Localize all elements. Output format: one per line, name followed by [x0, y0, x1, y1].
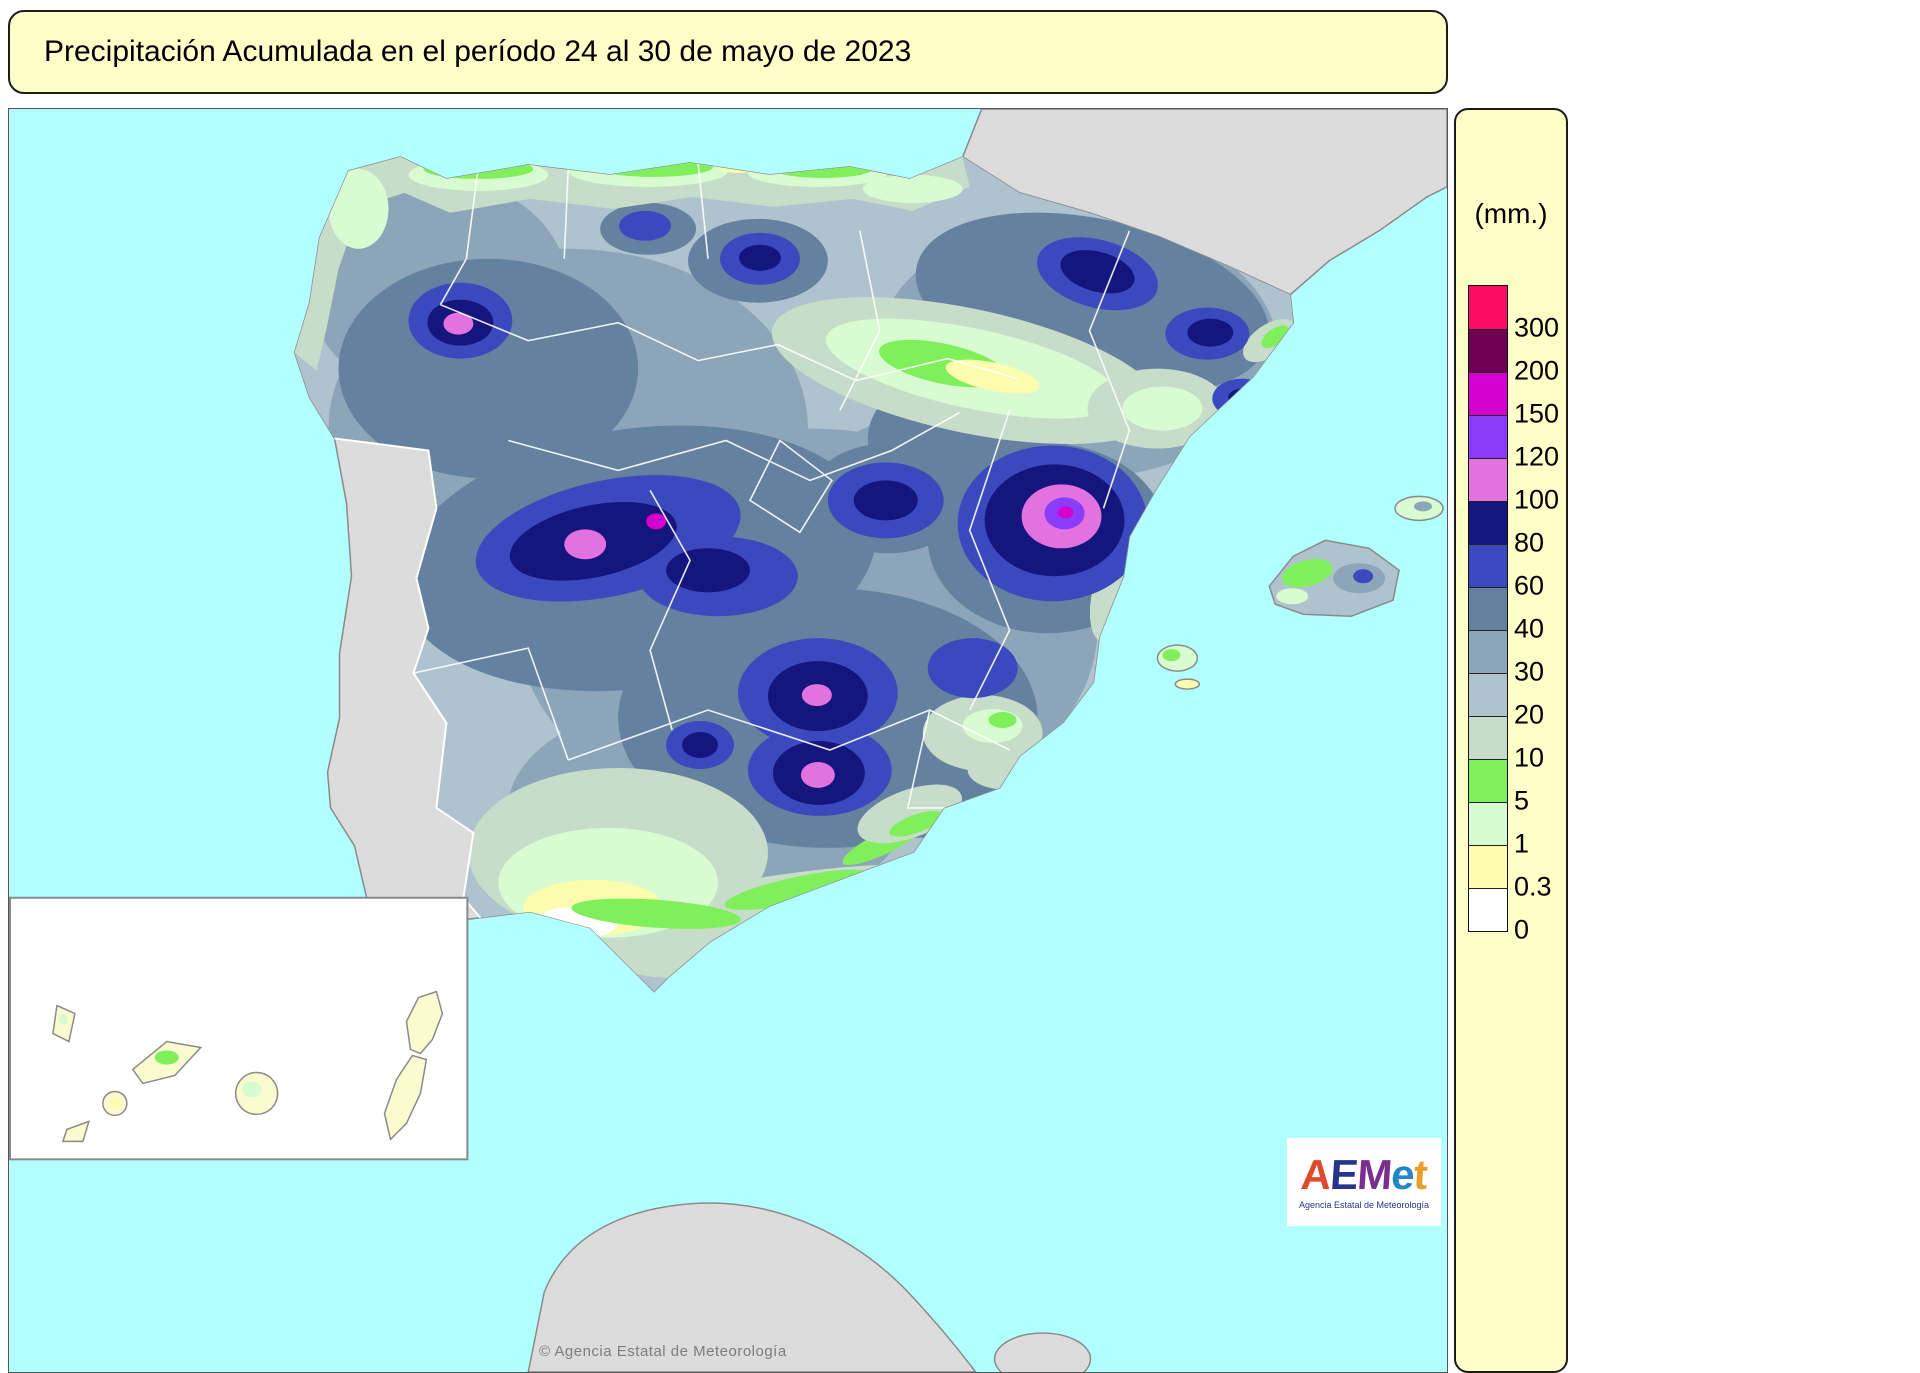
legend-swatch	[1469, 630, 1507, 673]
legend-value-label: 200	[1514, 355, 1560, 386]
spain-portugal-border	[334, 437, 482, 919]
aemet-logo: AEMet Agencia Estatal de Meteorología	[1287, 1138, 1441, 1226]
legend-swatch	[1469, 286, 1507, 329]
map-title: Precipitación Acumulada en el período 24…	[44, 35, 912, 68]
legend-panel: (mm.) 300 200 150 120 100 80 60 40 30 20 10 5 1 0.3 0	[1454, 108, 1568, 1373]
legend-swatch	[1469, 802, 1507, 845]
province-borders	[413, 162, 1131, 809]
legend-colorbar	[1468, 285, 1508, 932]
legend-value-label: 300	[1514, 312, 1560, 343]
north-africa-coast	[527, 1202, 1092, 1372]
legend-swatch	[1469, 587, 1507, 630]
legend-value-label: 0	[1514, 914, 1530, 945]
legend-swatch	[1469, 673, 1507, 716]
legend-value-label: 150	[1514, 398, 1560, 429]
logo-letter: A	[1299, 1151, 1333, 1198]
copyright-notice: © Agencia Estatal de Meteorología	[539, 1343, 787, 1360]
legend-value-label: 100	[1514, 484, 1560, 515]
legend-value-label: 80	[1514, 527, 1545, 558]
legend-swatch	[1469, 329, 1507, 372]
legend-value-label: 20	[1514, 699, 1545, 730]
legend-swatch	[1469, 716, 1507, 759]
legend-swatch	[1469, 372, 1507, 415]
legend-value-label: 0.3	[1514, 871, 1552, 902]
legend-value-label: 5	[1514, 785, 1530, 816]
canary-islands-inset	[9, 896, 469, 1161]
legend-value-label: 40	[1514, 613, 1545, 644]
legend-value-label: 1	[1514, 828, 1530, 859]
legend-swatch	[1469, 458, 1507, 501]
aemet-logo-text: AEMet	[1299, 1151, 1429, 1198]
legend-swatch	[1469, 501, 1507, 544]
legend-unit-label: (mm.)	[1474, 198, 1548, 229]
legend-labels: 300 200 150 120 100 80 60 40 30 20 10 5 1 0.3 0	[1514, 285, 1566, 945]
aemet-logo-subtitle: Agencia Estatal de Meteorología	[1298, 1200, 1430, 1210]
title-bar: Precipitación Acumulada en el período 24…	[8, 10, 1448, 94]
legend-swatch	[1469, 759, 1507, 802]
legend-value-label: 30	[1514, 656, 1545, 687]
legend-swatch	[1469, 544, 1507, 587]
logo-letter: t	[1412, 1151, 1429, 1198]
legend-value-label: 60	[1514, 570, 1545, 601]
balearic-islands	[1156, 495, 1444, 690]
logo-letter: E	[1328, 1151, 1360, 1198]
legend-swatch	[1469, 888, 1507, 931]
precipitation-map-svg	[9, 109, 1447, 1372]
legend-value-label: 120	[1514, 441, 1560, 472]
map-area: © Agencia Estatal de Meteorología AEMet …	[8, 108, 1448, 1373]
logo-letter: M	[1355, 1151, 1394, 1198]
legend-value-label: 10	[1514, 742, 1545, 773]
legend-swatch	[1469, 415, 1507, 458]
legend-swatch	[1469, 845, 1507, 888]
